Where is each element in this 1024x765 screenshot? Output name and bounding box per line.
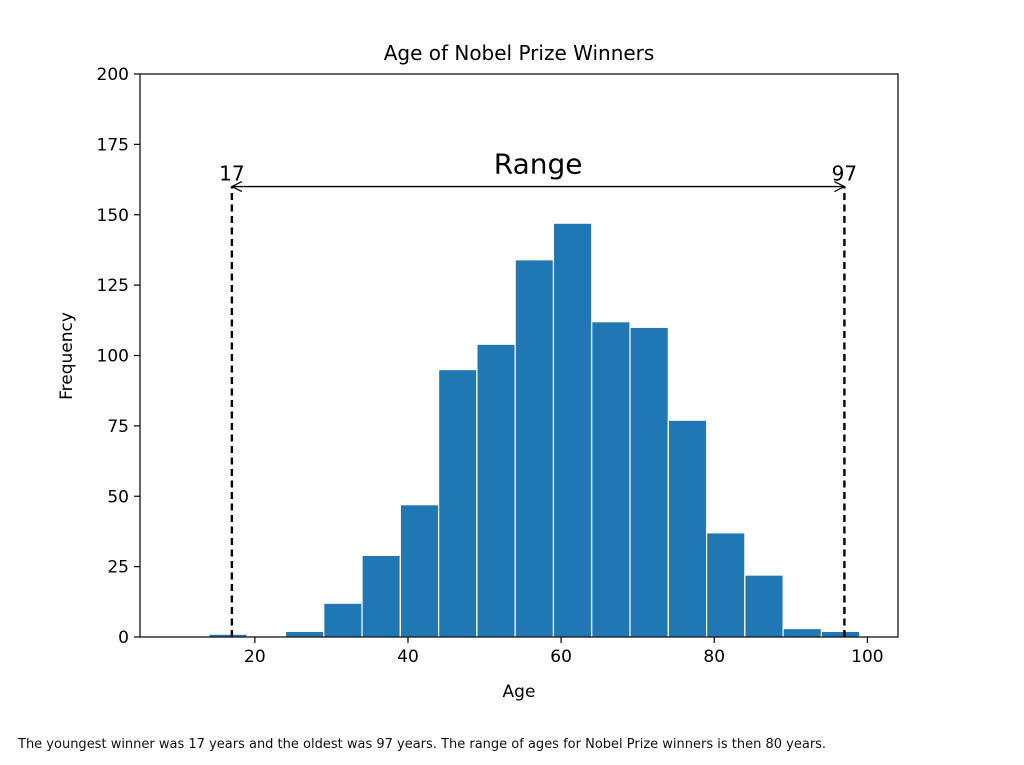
min-value-label: 17 xyxy=(219,162,244,186)
range-label: Range xyxy=(494,148,583,181)
range-annotations: 17 97 Range xyxy=(219,148,857,637)
max-value-label: 97 xyxy=(832,162,857,186)
bars-group xyxy=(208,222,861,638)
x-tick-label: 80 xyxy=(703,647,725,667)
histogram-bar xyxy=(514,259,555,638)
y-axis-label: Frequency xyxy=(57,312,77,400)
y-tick-label: 200 xyxy=(97,65,129,85)
histogram-bar xyxy=(552,222,593,638)
histogram-bar xyxy=(323,602,363,638)
histogram-bar xyxy=(399,504,440,638)
x-tick-label: 100 xyxy=(851,647,883,667)
y-tick-label: 0 xyxy=(118,628,129,648)
y-tick-label: 150 xyxy=(97,206,129,226)
histogram-chart: Age of Nobel Prize Winners 17 97 Range 20 4… xyxy=(57,41,899,702)
y-tick-label: 25 xyxy=(107,558,129,578)
x-tick-label: 20 xyxy=(244,647,266,667)
chart-title: Age of Nobel Prize Winners xyxy=(384,41,655,65)
y-tick-label: 175 xyxy=(97,135,129,155)
y-tick-label: 100 xyxy=(97,347,129,367)
histogram-bar xyxy=(667,419,708,638)
histogram-bar xyxy=(591,321,631,638)
histogram-bar xyxy=(820,630,861,638)
y-tick-label: 50 xyxy=(107,487,129,507)
histogram-bar xyxy=(361,554,401,638)
y-tick-label: 125 xyxy=(97,276,129,296)
histogram-bar xyxy=(438,368,478,638)
caption-text: The youngest winner was 17 years and the… xyxy=(18,737,827,752)
histogram-bar xyxy=(744,574,784,638)
x-tick-label: 60 xyxy=(550,647,572,667)
y-tick-label: 75 xyxy=(107,417,129,437)
y-axis: 0 25 50 75 100 125 150 175 200 xyxy=(97,65,140,648)
x-axis: 20 40 60 80 100 xyxy=(244,637,884,667)
histogram-bar xyxy=(476,343,516,638)
histogram-bar xyxy=(284,630,325,638)
histogram-bar xyxy=(782,627,823,638)
histogram-bar xyxy=(705,532,746,638)
x-axis-label: Age xyxy=(503,682,536,702)
x-tick-label: 40 xyxy=(397,647,419,667)
histogram-bar xyxy=(629,326,669,638)
